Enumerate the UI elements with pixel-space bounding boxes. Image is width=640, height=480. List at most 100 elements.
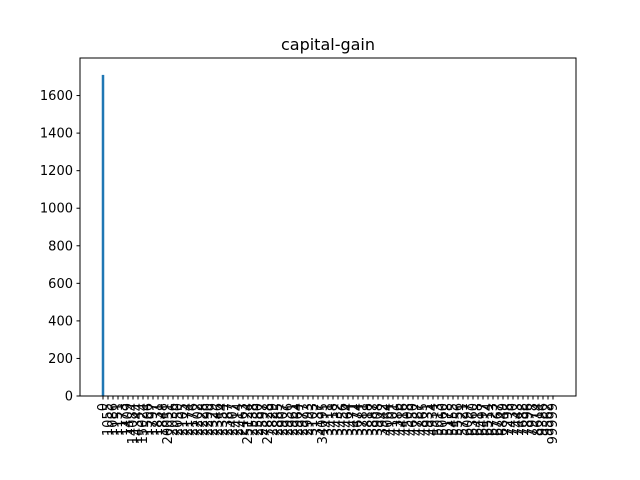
x-tick-label: 3418 <box>326 403 341 436</box>
x-tick-label: 3103 <box>306 403 321 436</box>
x-tick-label: 4386 <box>391 403 406 436</box>
x-tick-label: 1797 <box>146 403 161 436</box>
x-tick-label: 7688 <box>516 403 531 436</box>
x-tick-label: 6497 <box>476 403 491 436</box>
x-tick-label: 4508 <box>401 403 416 436</box>
x-tick-label: 6849 <box>496 403 511 436</box>
x-tick-label: 2885 <box>271 403 286 436</box>
x-tick-label: 3464 <box>341 403 356 436</box>
x-tick-label: 3887 <box>366 403 381 436</box>
x-tick-label: 2228 <box>196 403 211 436</box>
x-tick-label: 2176 <box>186 403 201 436</box>
x-tick-label: 6418 <box>471 403 486 436</box>
x-tick-label: 2993 <box>301 403 316 436</box>
x-tick-label: 3674 <box>351 403 366 436</box>
y-tick-label: 1400 <box>40 127 73 142</box>
x-tick-label: 5178 <box>441 403 456 436</box>
x-tick-label: 4865 <box>416 403 431 436</box>
x-tick-label: 2936 <box>281 403 296 436</box>
x-tick-label: 2597 <box>256 403 271 436</box>
x-tick-label: 14084 <box>126 403 141 444</box>
x-tick-label: 3908 <box>371 403 386 436</box>
x-tick-label: 0 <box>96 403 111 411</box>
y-tick-label: 0 <box>65 390 73 405</box>
x-tick-label: 5556 <box>451 403 466 436</box>
x-tick-label: 5721 <box>456 403 471 436</box>
y-tick-label: 1000 <box>40 202 73 217</box>
y-tick-label: 600 <box>48 277 73 292</box>
y-tick-label: 400 <box>48 314 73 329</box>
x-tick-label: 3471 <box>346 403 361 436</box>
x-tick-label: 1151 <box>111 403 126 436</box>
x-tick-label: 2346 <box>211 403 226 436</box>
x-tick-label: 1506 <box>141 403 156 436</box>
x-tick-label: 3137 <box>311 403 326 436</box>
chart-title: capital-gain <box>281 35 375 54</box>
x-tick-label: 2414 <box>231 403 246 436</box>
x-tick-label: 2977 <box>296 403 311 436</box>
x-tick-label: 20051 <box>161 403 176 444</box>
x-tick-label: 4064 <box>381 403 396 436</box>
x-tick-label: 3456 <box>336 403 351 436</box>
x-tick-label: 1055 <box>101 403 116 436</box>
x-tick-label: 2907 <box>276 403 291 436</box>
x-tick-label: 1831 <box>151 403 166 436</box>
x-tick-label: 7298 <box>501 403 516 436</box>
x-tick-label: 5013 <box>431 403 446 436</box>
x-tick-label: 3781 <box>356 403 371 436</box>
x-tick-label: 7443 <box>511 403 526 436</box>
x-tick-label: 14344 <box>131 403 146 444</box>
x-tick-label: 7896 <box>521 403 536 436</box>
x-tick-label: 1409 <box>121 403 136 436</box>
plot-area: 0200400600800100012001400160001055108611… <box>40 57 577 444</box>
x-tick-label: 4650 <box>406 403 421 436</box>
x-tick-label: 7978 <box>526 403 541 436</box>
x-tick-label: 3411 <box>321 403 336 436</box>
x-tick-label: 2829 <box>266 403 281 436</box>
x-tick-label: 1173 <box>116 403 131 436</box>
x-tick-label: 6514 <box>481 403 496 436</box>
x-tick-label: 2202 <box>191 403 206 436</box>
x-tick-label: 6723 <box>486 403 501 436</box>
x-tick-label: 25124 <box>241 403 256 444</box>
x-tick-label: 9386 <box>536 403 551 436</box>
x-tick-label: 2538 <box>246 403 261 436</box>
x-tick-label: 4787 <box>411 403 426 436</box>
x-tick-label: 9562 <box>541 403 556 436</box>
x-tick-label: 2964 <box>291 403 306 436</box>
x-tick-label: 6360 <box>466 403 481 436</box>
x-tick-label: 27828 <box>261 403 276 444</box>
x-tick-label: 1848 <box>156 403 171 436</box>
x-tick-label: 4931 <box>421 403 436 436</box>
x-tick-label: 34095 <box>316 403 331 444</box>
x-tick-label: 4934 <box>426 403 441 436</box>
x-tick-label: 3818 <box>361 403 376 436</box>
x-tick-label: 4416 <box>396 403 411 436</box>
x-tick-label: 2407 <box>226 403 241 436</box>
x-tick-label: 3942 <box>376 403 391 436</box>
x-tick-label: 5060 <box>436 403 451 436</box>
x-tick-label: 4101 <box>386 403 401 436</box>
y-tick-label: 800 <box>48 239 73 254</box>
x-tick-label: 1086 <box>106 403 121 436</box>
x-tick-label: 3432 <box>331 403 346 436</box>
x-tick-label: 8614 <box>531 403 546 436</box>
x-tick-label: 6767 <box>491 403 506 436</box>
y-tick-label: 1200 <box>40 164 73 179</box>
x-tick-label: 2329 <box>206 403 221 436</box>
x-tick-label: 99999 <box>546 403 561 444</box>
y-tick-label: 1600 <box>40 89 73 104</box>
x-tick-label: 2290 <box>201 403 216 436</box>
x-tick-label: 6097 <box>461 403 476 436</box>
x-tick-label: 2961 <box>286 403 301 436</box>
x-tick-label: 2036 <box>166 403 181 436</box>
x-tick-label: 5455 <box>446 403 461 436</box>
x-tick-label: 2387 <box>221 403 236 436</box>
x-tick-label: 2174 <box>181 403 196 436</box>
x-tick-label: 2105 <box>176 403 191 436</box>
x-tick-label: 2354 <box>216 403 231 436</box>
y-tick-label: 200 <box>48 352 73 367</box>
x-tick-label: 7430 <box>506 403 521 436</box>
